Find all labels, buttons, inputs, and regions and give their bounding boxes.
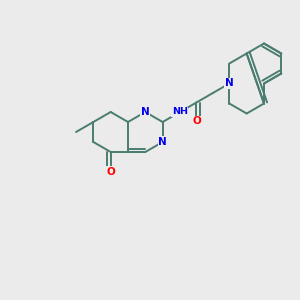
- Text: O: O: [106, 167, 115, 177]
- Text: NH: NH: [172, 107, 188, 116]
- Text: O: O: [192, 116, 201, 127]
- Text: N: N: [225, 79, 234, 88]
- Text: N: N: [141, 107, 150, 117]
- Text: N: N: [158, 137, 167, 147]
